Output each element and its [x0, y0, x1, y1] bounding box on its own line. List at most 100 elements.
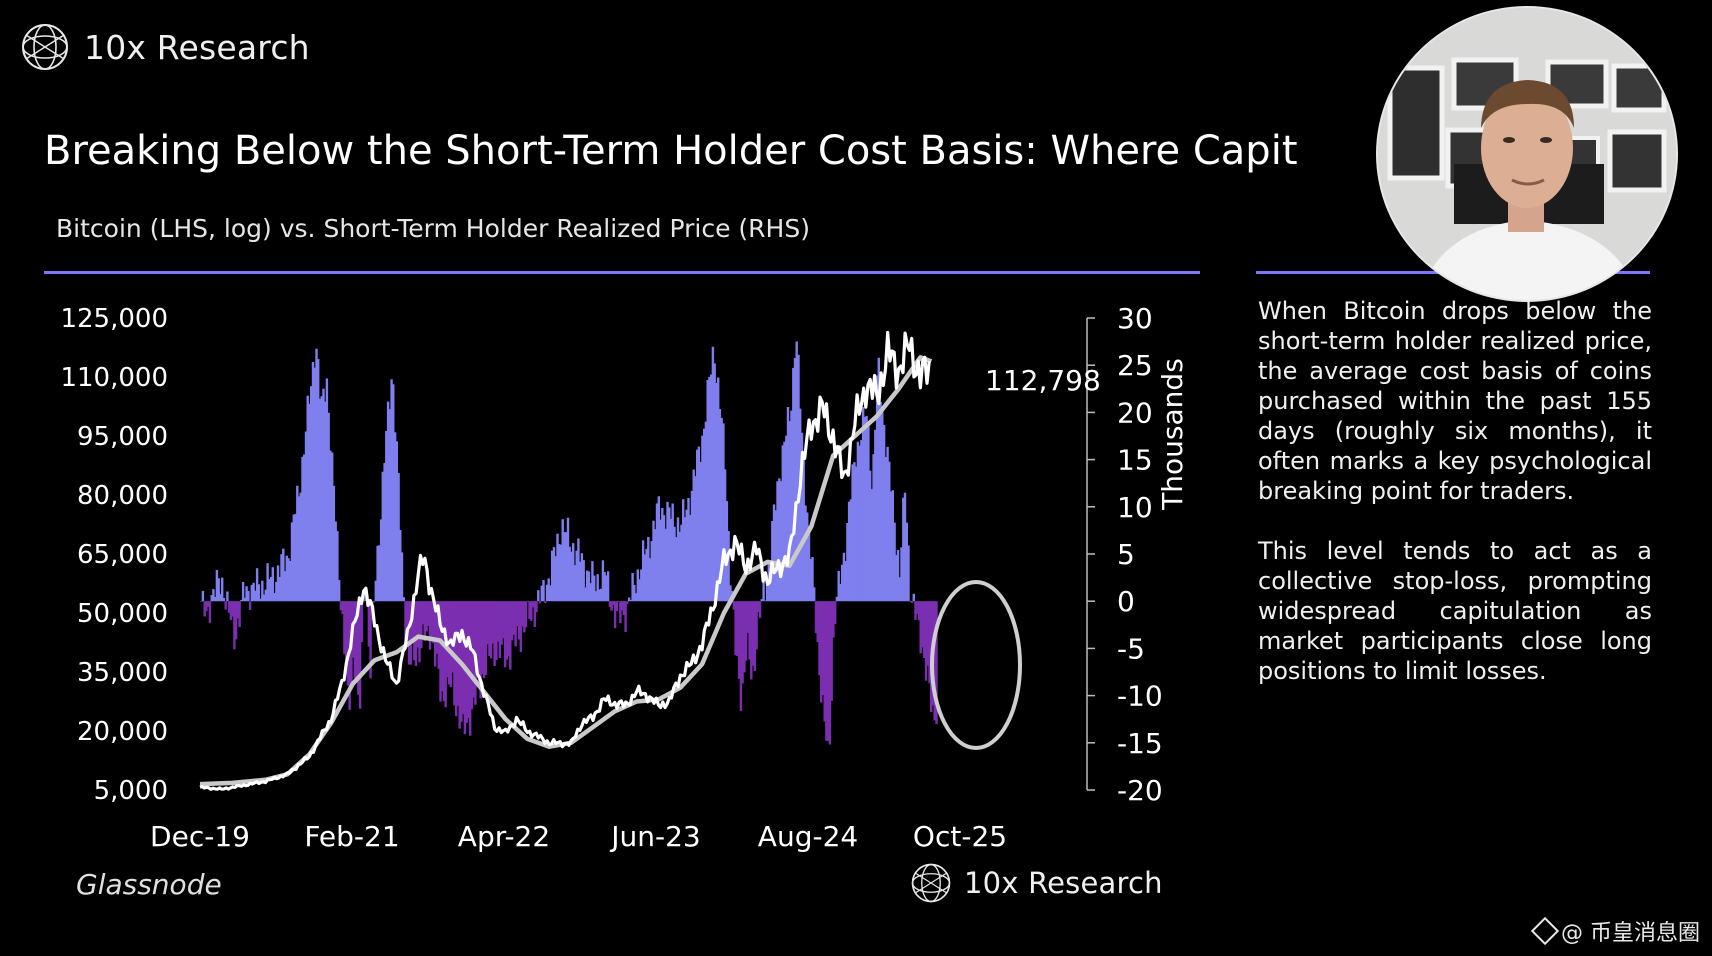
- spread-bar: [556, 533, 559, 602]
- spread-bar: [606, 571, 610, 602]
- highlight-ellipse: [930, 580, 1022, 750]
- spread-bar: [437, 601, 440, 669]
- spread-bar: [573, 565, 577, 602]
- spread-bar: [760, 599, 763, 602]
- spread-bar: [545, 584, 549, 602]
- spread-bar: [224, 601, 227, 610]
- spread-bar: [598, 589, 601, 602]
- y-left-tick-label: 80,000: [77, 481, 168, 511]
- spread-bar: [800, 432, 804, 602]
- spread-bar: [262, 594, 266, 602]
- spread-bar: [605, 575, 608, 602]
- spread-bar: [888, 461, 891, 602]
- spread-bar: [245, 586, 248, 602]
- spread-bar: [657, 496, 660, 602]
- spread-bar: [289, 561, 292, 602]
- spread-bar: [200, 601, 203, 602]
- spread-bar: [662, 515, 666, 602]
- spread-bar: [846, 523, 849, 602]
- spread-bar: [692, 469, 695, 602]
- spread-bar: [570, 551, 573, 602]
- spread-bar: [362, 600, 365, 602]
- spread-bar: [893, 522, 896, 602]
- spread-bar: [781, 445, 784, 602]
- spread-bar: [895, 554, 898, 602]
- spread-bar: [329, 450, 332, 602]
- y-left-tick-label: 50,000: [77, 599, 168, 629]
- spread-bar: [236, 601, 240, 619]
- spread-bar: [317, 359, 320, 602]
- spread-bar: [853, 462, 856, 602]
- spread-bar: [703, 428, 706, 602]
- spread-bar: [839, 583, 842, 602]
- spread-bar: [299, 492, 302, 602]
- spread-bar: [462, 601, 465, 715]
- spread-bar: [828, 601, 832, 745]
- spread-bar: [776, 481, 779, 602]
- y-right-tick-label: 5: [1117, 538, 1135, 571]
- spread-bar: [834, 601, 837, 624]
- spread-bar: [381, 471, 384, 602]
- spread-bar: [423, 601, 426, 642]
- spread-bar: [689, 514, 692, 602]
- spread-bar: [589, 583, 592, 602]
- spread-bar: [778, 478, 781, 602]
- spread-bar: [259, 598, 262, 602]
- spread-bar: [879, 402, 882, 602]
- spread-bar: [397, 472, 400, 602]
- description-panel: When Bitcoin drops below the short-term …: [1258, 296, 1652, 716]
- spread-bar: [327, 412, 330, 602]
- spread-bar: [675, 537, 678, 602]
- y-right-tick-label: -10: [1117, 680, 1163, 713]
- spread-bar: [390, 379, 393, 602]
- spread-bar: [736, 601, 739, 657]
- spread-bar: [874, 429, 877, 602]
- spread-bar: [757, 601, 760, 613]
- spread-bar: [558, 543, 561, 602]
- spread-bar: [802, 455, 805, 602]
- spread-bar: [514, 601, 517, 647]
- x-tick-label: Feb-21: [304, 820, 399, 853]
- spread-bar: [797, 354, 800, 602]
- spread-bar: [456, 601, 460, 706]
- spread-bar: [858, 445, 861, 602]
- spread-bar: [654, 529, 657, 602]
- spread-bar: [729, 585, 732, 602]
- spread-bar: [666, 501, 669, 602]
- spread-bar: [332, 485, 336, 602]
- spread-bar: [886, 446, 889, 602]
- spread-bar: [844, 561, 847, 602]
- spread-bar: [378, 545, 381, 602]
- spread-bar: [872, 454, 875, 602]
- spread-bar: [278, 577, 281, 602]
- spread-bar: [495, 601, 498, 660]
- description-paragraph-1: When Bitcoin drops below the short-term …: [1258, 297, 1652, 505]
- spread-bar: [928, 601, 931, 684]
- spread-bar: [926, 601, 929, 666]
- spread-bar: [283, 571, 287, 602]
- slide-title: Breaking Below the Short-Term Holder Cos…: [44, 128, 1298, 174]
- spread-bar: [627, 597, 631, 602]
- spread-bar: [276, 565, 280, 602]
- spread-bar: [392, 384, 395, 602]
- spread-bar: [523, 601, 526, 633]
- spread-bar: [339, 601, 343, 611]
- x-tick-label: Oct-25: [913, 820, 1007, 853]
- spread-bar: [877, 357, 880, 602]
- spread-bar: [624, 601, 627, 632]
- y-right-tick-label: 30: [1117, 302, 1153, 335]
- spread-bar: [530, 601, 533, 621]
- spread-bar: [641, 540, 645, 602]
- spread-bar: [676, 517, 680, 602]
- spread-bar: [832, 601, 835, 638]
- spread-bar: [467, 601, 470, 718]
- spread-bar: [697, 446, 701, 602]
- spread-bar: [727, 531, 730, 602]
- spread-bar: [744, 601, 748, 661]
- spread-bar: [345, 601, 348, 673]
- spread-bar: [432, 601, 435, 644]
- spread-bar: [531, 601, 535, 608]
- spread-bar: [301, 456, 304, 602]
- spread-bar: [783, 441, 786, 602]
- spread-bar: [818, 601, 821, 676]
